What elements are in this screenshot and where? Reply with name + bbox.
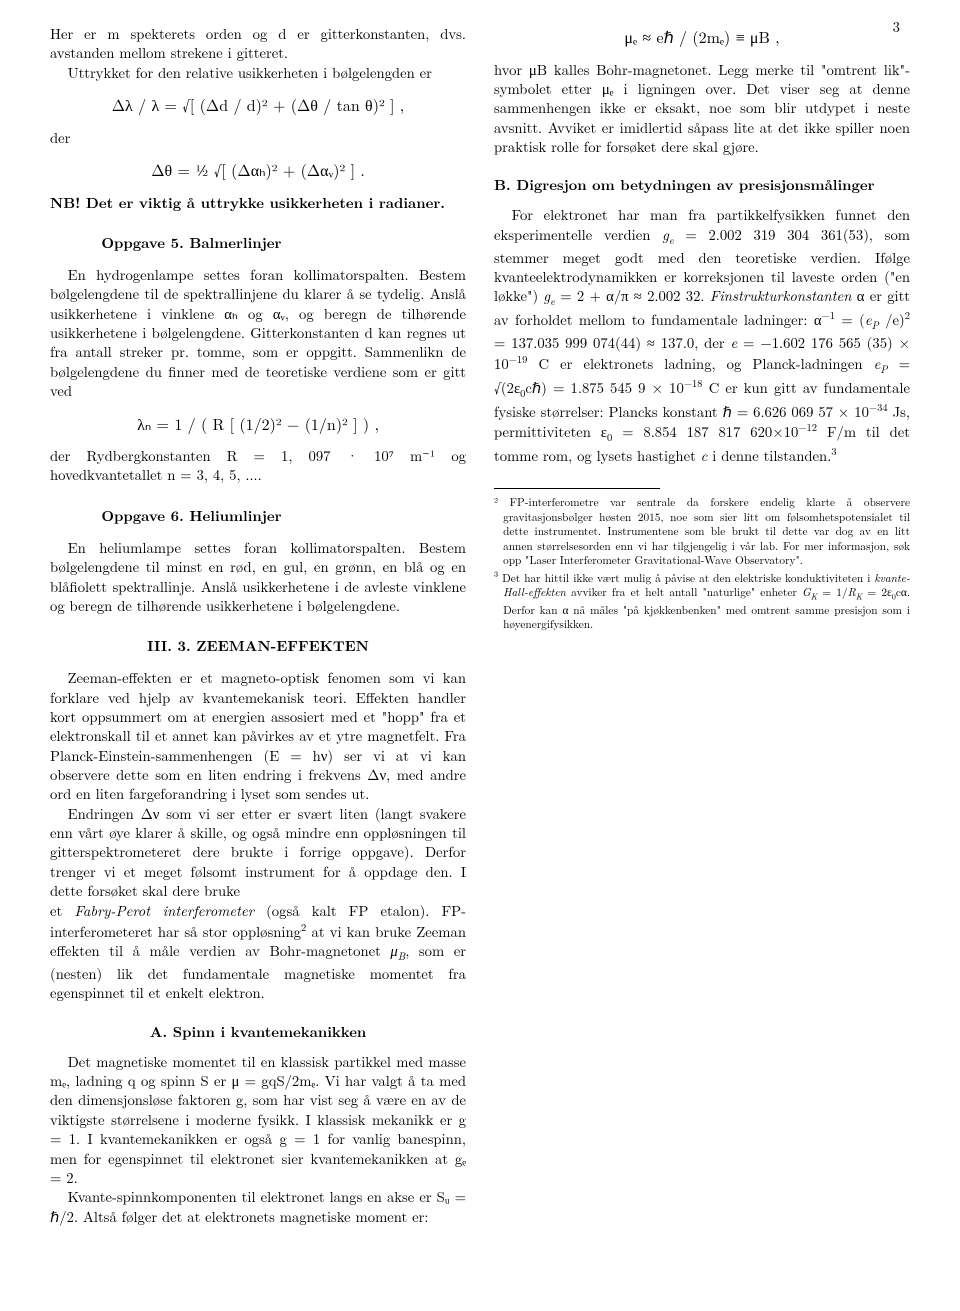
- section-3-p1: Zeeman-effekten er et magneto-optisk fen…: [50, 668, 466, 804]
- heading-oppgave-6: Oppgave 6. Heliumlinjer: [101, 505, 466, 526]
- footnote-rule: [494, 488, 660, 489]
- equation-delta-theta: Δθ = ½ √[ (Δαₕ)² + (Δαᵥ)² ] .: [50, 157, 466, 183]
- page: 3 Her er m spekterets orden og d er gitt…: [0, 0, 960, 1294]
- oppgave-5-tail: der Rydbergkonstanten R = 1, 097 · 10⁷ m…: [50, 446, 466, 485]
- oppgave-6-body: En heliumlampe settes foran kollimatorsp…: [50, 538, 466, 615]
- heading-sub-B: B. Digresjon om betydningen av presisjon…: [494, 174, 910, 195]
- equation-bohr-magneton: μₑ ≈ eℏ / (2mₑ) ≡ μB ,: [494, 24, 910, 50]
- paragraph-intro-1: Her er m spekterets orden og d er gitter…: [50, 24, 466, 63]
- paragraph-intro-2: Uttrykket for den relative usikkerheten …: [50, 63, 466, 82]
- two-column-body: Her er m spekterets orden og d er gitter…: [50, 24, 910, 1254]
- heading-oppgave-5: Oppgave 5. Balmerlinjer: [101, 232, 466, 253]
- heading-sub-A: A. Spinn i kvantemekanikken: [50, 1021, 466, 1042]
- secA-p3: hvor μB kalles Bohr-magnetonet. Legg mer…: [494, 60, 910, 157]
- equation-balmer: λₙ = 1 / ( R [ (1/2)² − (1/n)² ] ) ,: [50, 411, 466, 437]
- equation-relative-uncertainty: Δλ / λ = √[ (Δd / d)² + (Δθ / tan θ)² ] …: [50, 92, 466, 118]
- secA-p2: Kvante-spinnkomponenten til elektronet l…: [50, 1187, 466, 1226]
- footnote-2: ² FP-interferometre var sentrale da fors…: [494, 495, 910, 568]
- heading-section-3: III. 3. ZEEMAN-EFFEKTEN: [50, 635, 466, 656]
- oppgave-5-body: En hydrogenlampe settes foran kollimator…: [50, 265, 466, 401]
- label-der: der: [50, 128, 466, 147]
- secB-p1: For elektronet har man fra partikkelfysi…: [494, 205, 910, 466]
- col2-top-paragraph: et Fabry-Perot interferometer (også kalt…: [50, 901, 466, 1003]
- page-number: 3: [893, 16, 900, 37]
- footnote-3: 3 Det har hittil ikke vært mulig å påvis…: [494, 570, 910, 632]
- section-3-p2: Endringen Δν som vi ser etter er svært l…: [50, 804, 466, 901]
- secA-p1: Det magnetiske momentet til en klassisk …: [50, 1052, 466, 1188]
- nb-note: NB! Det er viktig å uttrykke usikkerhete…: [50, 193, 466, 212]
